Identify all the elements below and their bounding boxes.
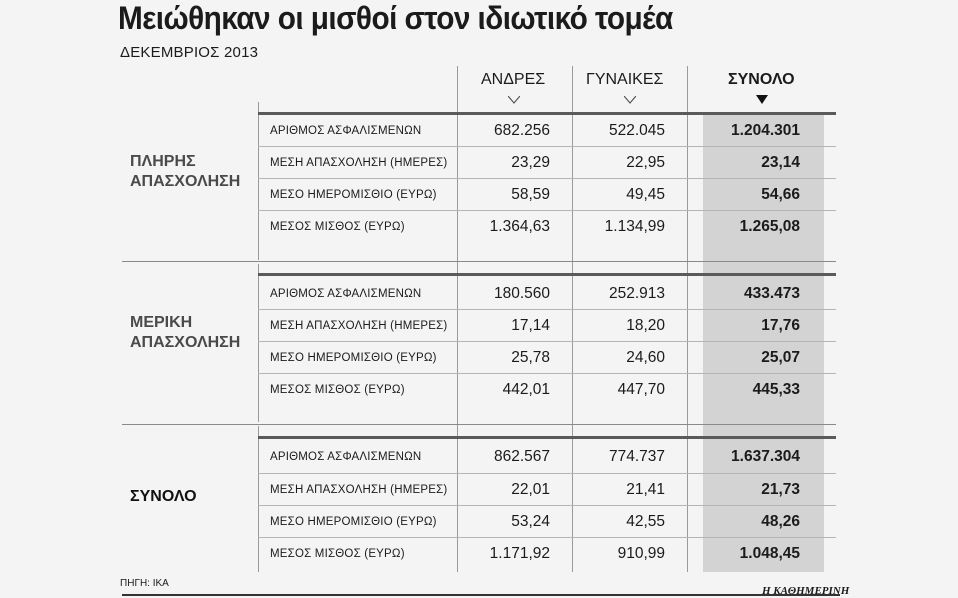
- publisher-credit: Η ΚΑΘΗΜΕΡΙΝΗ: [762, 585, 850, 597]
- row-divider: [258, 146, 836, 147]
- cell-men: 53,24: [511, 513, 550, 530]
- total-column-highlight: [703, 114, 824, 572]
- page-subtitle: ΔΕΚΕΜΒΡΙΟΣ 2013: [120, 44, 259, 61]
- cell-total: 17,76: [761, 317, 800, 334]
- cell-women: 774.737: [608, 448, 665, 465]
- row-divider: [258, 537, 836, 538]
- column-divider: [457, 66, 458, 572]
- row-divider: [258, 178, 836, 179]
- row-divider: [258, 210, 836, 211]
- cell-total: 23,14: [761, 154, 800, 171]
- cell-men: 862.567: [493, 448, 550, 465]
- row-divider: [258, 373, 836, 374]
- row-divider: [258, 473, 836, 474]
- cell-men: 1.171,92: [489, 545, 550, 562]
- row-label: ΜΕΣΟΣ ΜΙΣΘΟΣ (ΕΥΡΩ): [270, 384, 405, 396]
- group-divider: [258, 426, 259, 572]
- row-divider: [258, 505, 836, 506]
- group-label-line: ΜΕΡΙΚΗ: [130, 314, 193, 331]
- row-label: ΜΕΣΟΣ ΜΙΣΘΟΣ (ΕΥΡΩ): [270, 221, 405, 233]
- cell-women: 49,45: [626, 186, 665, 203]
- cell-men: 1.364,63: [489, 218, 550, 235]
- group-label-line: ΣΥΝΟΛΟ: [130, 488, 197, 505]
- group-rule: [122, 261, 836, 262]
- column-divider: [687, 66, 688, 572]
- cell-women: 22,95: [626, 154, 665, 171]
- row-label: ΜΕΣΟ ΗΜΕΡΟΜΙΣΘΙΟ (ΕΥΡΩ): [270, 189, 437, 201]
- cell-total: 54,66: [761, 186, 800, 203]
- cell-men: 180.560: [493, 285, 550, 302]
- row-divider: [258, 309, 836, 310]
- column-header-women: ΓΥΝΑΙΚΕΣ: [586, 71, 664, 88]
- row-label: ΑΡΙΘΜΟΣ ΑΣΦΑΛΙΣΜΕΝΩΝ: [270, 451, 422, 463]
- cell-total: 445,33: [752, 381, 800, 398]
- cell-men: 17,14: [511, 317, 550, 334]
- column-divider: [572, 66, 573, 572]
- cell-women: 18,20: [626, 317, 665, 334]
- cell-men: 22,01: [511, 481, 550, 498]
- group-label-full-time: ΠΛΗΡΗΣ ΑΠΑΣΧΟΛΗΣΗ: [130, 152, 240, 192]
- cell-total: 25,07: [761, 349, 800, 366]
- cell-men: 58,59: [511, 186, 550, 203]
- group-label-line: ΠΛΗΡΗΣ: [130, 153, 196, 170]
- column-header-men: ΑΝΔΡΕΣ: [481, 71, 546, 88]
- table-top-rule: [258, 112, 836, 115]
- cell-men: 682.256: [493, 122, 550, 139]
- column-header-total: ΣΥΝΟΛΟ: [728, 71, 795, 88]
- group-rule: [258, 436, 836, 439]
- cell-women: 21,41: [626, 481, 665, 498]
- row-label: ΜΕΣΟ ΗΜΕΡΟΜΙΣΘΙΟ (ΕΥΡΩ): [270, 516, 437, 528]
- cell-women: 24,60: [626, 349, 665, 366]
- row-divider: [258, 341, 836, 342]
- cell-total: 1.204.301: [731, 122, 800, 139]
- cell-total: 1.048,45: [739, 545, 800, 562]
- row-label: ΑΡΙΘΜΟΣ ΑΣΦΑΛΙΣΜΕΝΩΝ: [270, 125, 422, 137]
- group-rule: [122, 424, 836, 425]
- cell-women: 252.913: [608, 285, 665, 302]
- cell-total: 48,26: [761, 513, 800, 530]
- row-label: ΜΕΣΗ ΑΠΑΣΧΟΛΗΣΗ (ΗΜΕΡΕΣ): [270, 157, 448, 169]
- cell-women: 42,55: [626, 513, 665, 530]
- cell-men: 23,29: [511, 154, 550, 171]
- cell-total: 433.473: [743, 285, 800, 302]
- row-label: ΜΕΣΗ ΑΠΑΣΧΟΛΗΣΗ (ΗΜΕΡΕΣ): [270, 484, 448, 496]
- cell-total: 21,73: [761, 481, 800, 498]
- cell-total: 1.637.304: [731, 448, 800, 465]
- cell-women: 522.045: [608, 122, 665, 139]
- group-rule: [258, 273, 836, 276]
- row-label: ΑΡΙΘΜΟΣ ΑΣΦΑΛΙΣΜΕΝΩΝ: [270, 288, 422, 300]
- page-title: Μειώθηκαν οι μισθοί στον ιδιωτικό τομέα: [118, 0, 673, 36]
- source-note: ΠΗΓΗ: ΙΚΑ: [120, 578, 169, 589]
- cell-total: 1.265,08: [739, 218, 800, 235]
- group-divider: [258, 102, 259, 260]
- triangle-down-icon: [756, 95, 768, 104]
- cell-women: 910,99: [617, 545, 665, 562]
- row-label: ΜΕΣΟ ΗΜΕΡΟΜΙΣΘΙΟ (ΕΥΡΩ): [270, 352, 437, 364]
- cell-women: 447,70: [617, 381, 665, 398]
- group-label-part-time: ΜΕΡΙΚΗ ΑΠΑΣΧΟΛΗΣΗ: [130, 313, 240, 353]
- group-divider: [258, 264, 259, 422]
- cell-men: 442,01: [502, 381, 550, 398]
- cell-women: 1.134,99: [604, 218, 665, 235]
- cell-men: 25,78: [511, 349, 550, 366]
- group-label-line: ΑΠΑΣΧΟΛΗΣΗ: [130, 173, 241, 190]
- footer-rule: [122, 594, 840, 596]
- group-label-total: ΣΥΝΟΛΟ: [130, 487, 197, 507]
- row-label: ΜΕΣΟΣ ΜΙΣΘΟΣ (ΕΥΡΩ): [270, 548, 405, 560]
- row-label: ΜΕΣΗ ΑΠΑΣΧΟΛΗΣΗ (ΗΜΕΡΕΣ): [270, 320, 448, 332]
- group-label-line: ΑΠΑΣΧΟΛΗΣΗ: [130, 334, 241, 351]
